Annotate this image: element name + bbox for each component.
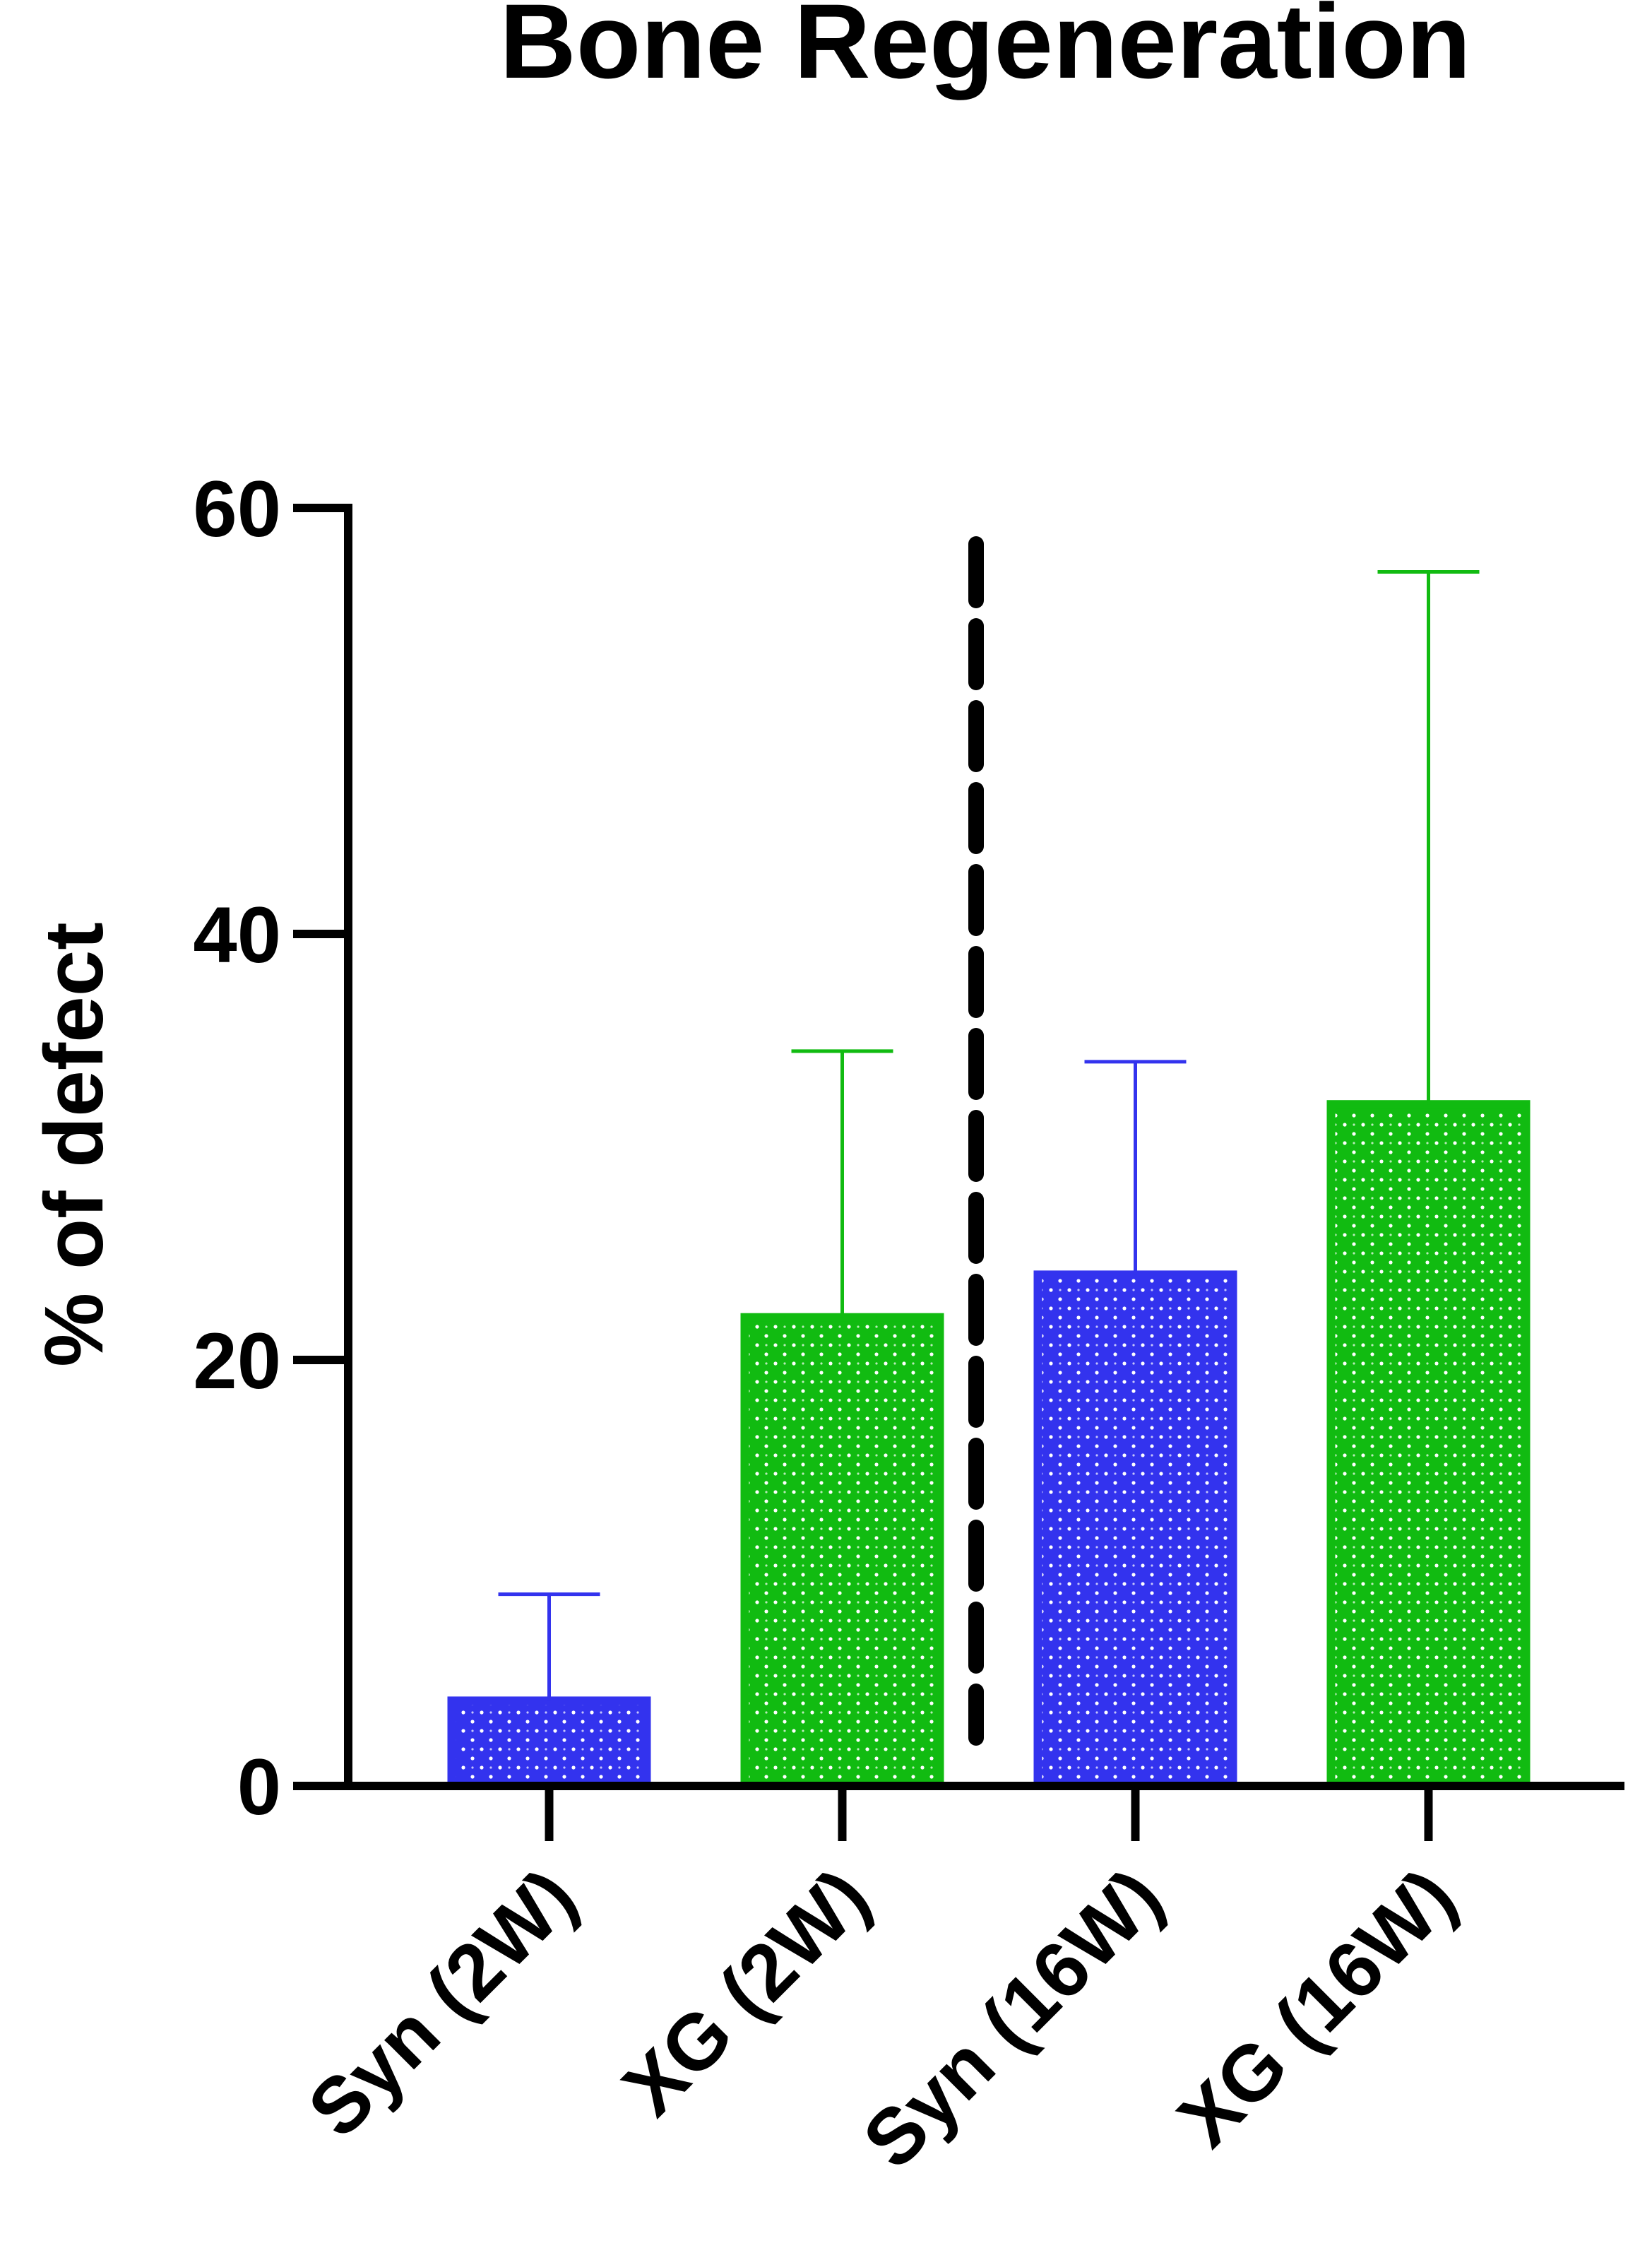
bar-3: [1033, 1270, 1237, 1790]
bar-4: [1326, 1100, 1531, 1790]
y-axis-label: % of defect: [28, 922, 121, 1366]
x-tick-label-3: Syn (16W): [846, 1852, 1179, 2185]
y-tick-label-3: 40: [193, 891, 281, 979]
bar-1: [447, 1696, 651, 1790]
y-tick-label-2: 20: [193, 1317, 281, 1405]
bar-2: [740, 1313, 944, 1790]
x-tick-label-2: XG (2W): [606, 1852, 886, 2132]
y-tick-label-4: 60: [193, 465, 281, 553]
x-tick-label-4: XG (16W): [1161, 1852, 1472, 2163]
y-tick-label-1: 0: [237, 1743, 281, 1831]
x-tick-label-1: Syn (2W): [291, 1852, 593, 2154]
chart-title: Bone Regeneration: [499, 0, 1470, 100]
